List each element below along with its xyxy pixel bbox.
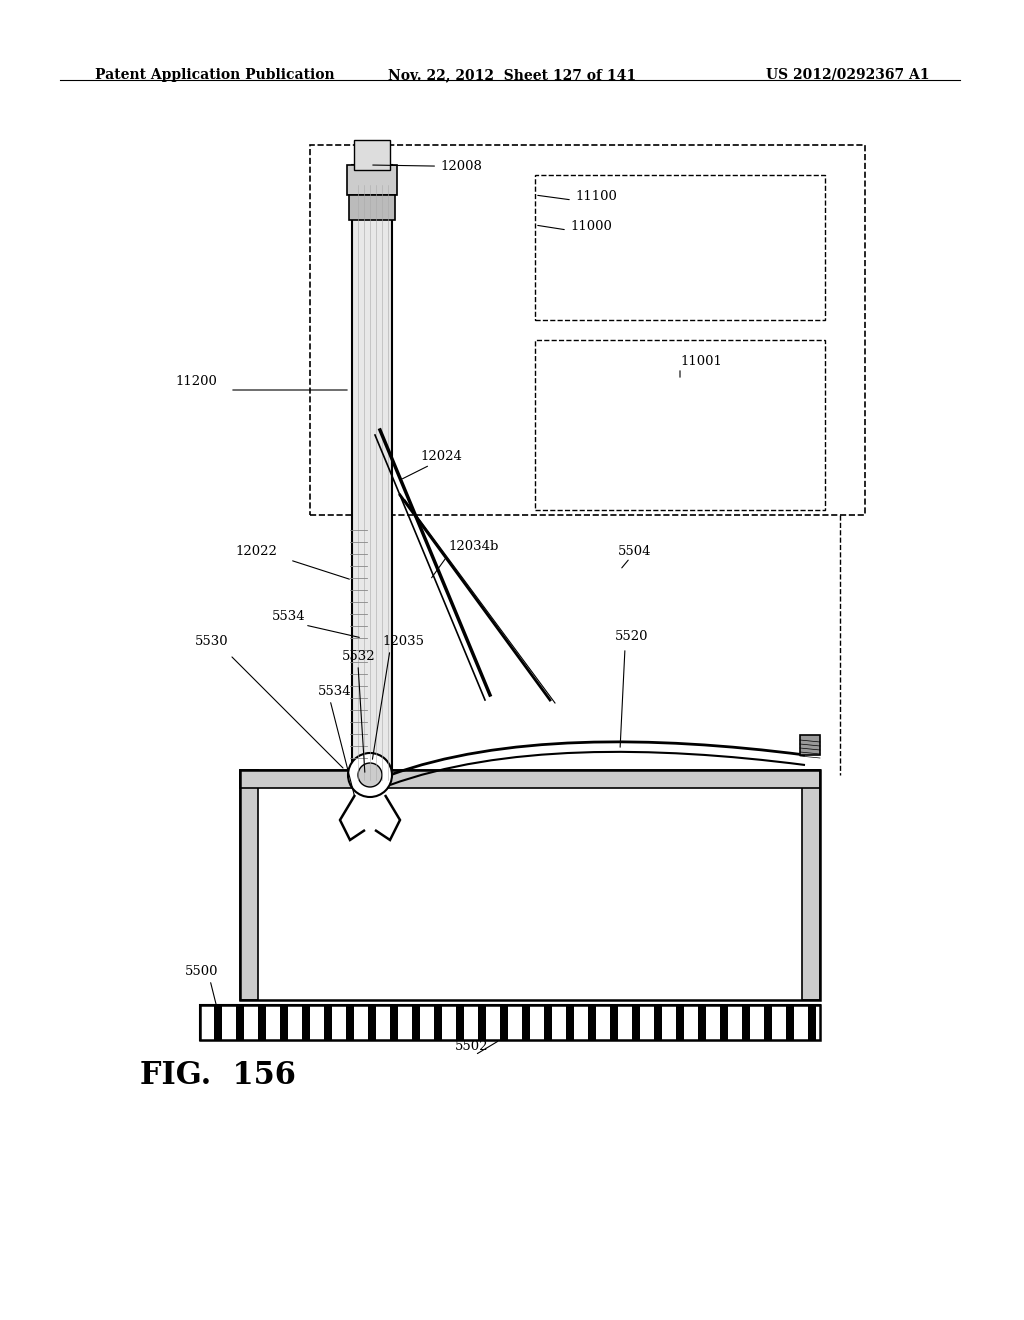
Bar [310, 145, 865, 515]
Text: 5504: 5504 [618, 545, 651, 558]
Bar [240, 770, 820, 788]
Text: 12034b: 12034b [449, 540, 499, 553]
Text: Nov. 22, 2012  Sheet 127 of 141: Nov. 22, 2012 Sheet 127 of 141 [388, 69, 636, 82]
Bar [347, 165, 397, 195]
Text: 11200: 11200 [175, 375, 217, 388]
Bar [535, 176, 825, 319]
Bar [349, 195, 395, 220]
Bar [352, 165, 392, 780]
Bar [200, 1005, 820, 1040]
Bar [240, 770, 258, 1001]
Text: 5520: 5520 [615, 630, 648, 643]
Text: 5530: 5530 [195, 635, 228, 648]
Bar [802, 770, 820, 1001]
Text: 12024: 12024 [420, 450, 462, 463]
Text: 5534: 5534 [318, 685, 351, 698]
Bar [354, 140, 390, 170]
Text: 11100: 11100 [575, 190, 616, 203]
Text: 5500: 5500 [185, 965, 218, 978]
Circle shape [358, 763, 382, 787]
Text: Patent Application Publication: Patent Application Publication [95, 69, 335, 82]
Bar [240, 770, 820, 1001]
Text: 12008: 12008 [373, 160, 482, 173]
Text: 12022: 12022 [234, 545, 276, 558]
Text: 5534: 5534 [272, 610, 305, 623]
Text: 5502: 5502 [455, 1040, 488, 1053]
Text: US 2012/0292367 A1: US 2012/0292367 A1 [767, 69, 930, 82]
Bar [800, 735, 820, 755]
Bar [535, 341, 825, 510]
Text: 12035: 12035 [382, 635, 424, 648]
Text: 11000: 11000 [570, 220, 612, 234]
Text: 11001: 11001 [680, 355, 722, 368]
Circle shape [348, 752, 392, 797]
Text: 5532: 5532 [342, 649, 376, 663]
Bar [200, 1005, 820, 1040]
Text: FIG.  156: FIG. 156 [140, 1060, 296, 1090]
